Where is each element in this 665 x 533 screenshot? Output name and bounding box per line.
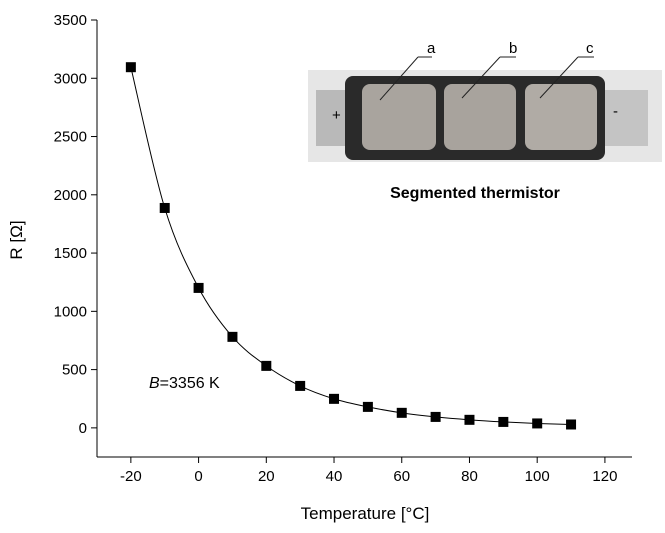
data-point <box>295 380 306 391</box>
x-tick-label: 20 <box>258 468 275 485</box>
data-point <box>261 360 272 371</box>
inset-caption: Segmented thermistor <box>390 185 560 202</box>
annotation-symbol: B <box>149 375 160 392</box>
data-point <box>396 407 407 418</box>
y-tick-label: 2000 <box>54 187 87 204</box>
segment-label: a <box>427 40 436 57</box>
plus-label: + <box>332 107 341 124</box>
data-point <box>193 282 204 293</box>
x-tick-label: 0 <box>194 468 202 485</box>
x-tick-label: 40 <box>326 468 343 485</box>
x-tick-label: -20 <box>120 468 142 485</box>
x-axis-label: Temperature [°C] <box>301 504 430 523</box>
y-tick-label: 3000 <box>54 70 87 87</box>
segment-label: b <box>509 40 517 57</box>
data-point <box>227 331 238 342</box>
y-tick-label: 3500 <box>54 12 87 29</box>
y-tick-label: 0 <box>79 420 87 437</box>
data-point <box>329 393 340 404</box>
x-tick-label: 120 <box>592 468 617 485</box>
x-tick-label: 60 <box>393 468 410 485</box>
data-point <box>498 416 509 427</box>
data-point <box>532 418 543 429</box>
y-tick-label: 500 <box>62 362 87 379</box>
data-point <box>159 202 170 213</box>
y-axis-label: R [Ω] <box>7 220 26 259</box>
data-point <box>430 411 441 422</box>
annotation-text: =3356 K <box>160 375 220 392</box>
data-point <box>566 419 577 430</box>
x-tick-label: 80 <box>461 468 478 485</box>
data-point <box>125 62 136 73</box>
annotation: B=3356 K <box>149 375 220 392</box>
minus-label: - <box>613 103 618 120</box>
segment-label: c <box>586 40 594 57</box>
y-tick-label: 2500 <box>54 129 87 146</box>
y-tick-label: 1000 <box>54 303 87 320</box>
data-point <box>464 414 475 425</box>
inset-photo <box>308 56 662 162</box>
data-point <box>362 401 373 412</box>
x-tick-label: 100 <box>525 468 550 485</box>
y-tick-label: 1500 <box>54 245 87 262</box>
